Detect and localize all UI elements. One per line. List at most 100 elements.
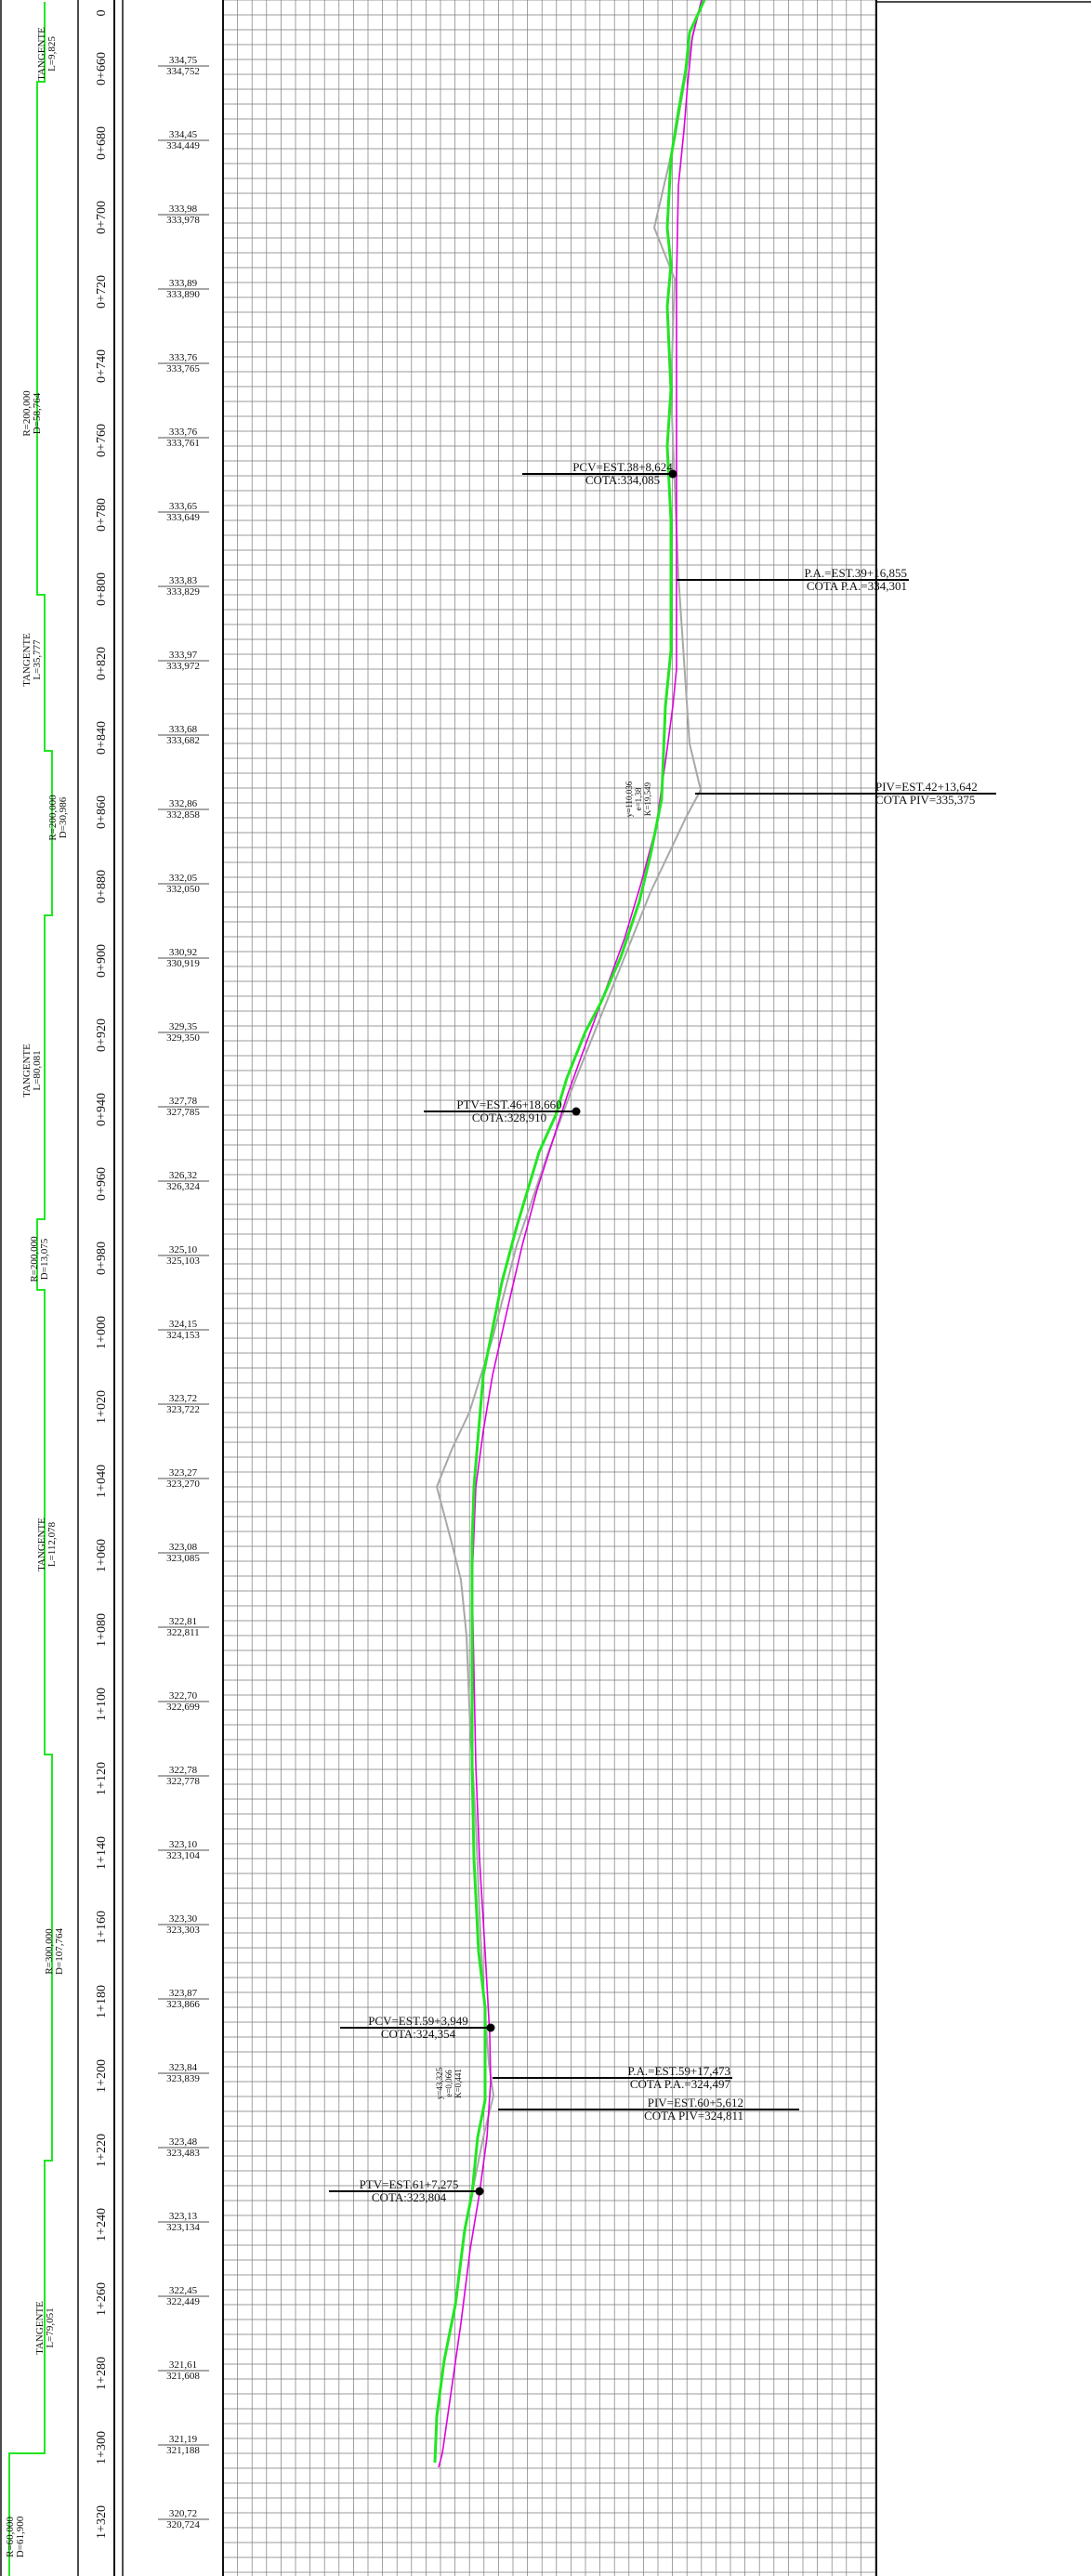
callout-station: PCV=EST.38+8,624 <box>572 460 673 474</box>
elevation-terrain: 323,10 <box>169 1839 198 1850</box>
station-label: 0+880 <box>95 870 109 903</box>
elevation-grade: 325,103 <box>166 1255 200 1267</box>
alignment-element-value: L=79,051 <box>45 2307 56 2347</box>
elevation-terrain: 326,32 <box>169 1170 197 1181</box>
curve-parameter: y=43,325 <box>435 2067 444 2099</box>
elevation-grade: 322,699 <box>166 1702 200 1713</box>
callout-station: P.A.=EST.59+17,473 <box>628 2064 731 2078</box>
station-label: 0+960 <box>95 1167 109 1201</box>
station-label: 1+220 <box>95 2134 109 2167</box>
elevation-grade: 323,483 <box>166 2148 200 2159</box>
elevation-grade: 333,972 <box>166 661 200 672</box>
station-label: 1+260 <box>95 2282 109 2316</box>
station-label: 0+820 <box>95 647 109 680</box>
station-label: 1+180 <box>95 1985 109 2018</box>
alignment-element-value: L=80,081 <box>32 1050 43 1090</box>
callout-station: PIV=EST.60+5,612 <box>648 2096 743 2109</box>
station-label: 1+000 <box>95 1316 109 1349</box>
alignment-element-value: D=107,764 <box>54 1928 65 1975</box>
elevation-grade: 323,839 <box>166 2073 200 2084</box>
elevation-grade: 323,134 <box>166 2222 200 2233</box>
elevation-grade: 327,785 <box>166 1107 200 1118</box>
alignment-element-type: TANGENTE <box>36 1518 47 1571</box>
elevation-grade: 322,449 <box>166 2296 200 2307</box>
station-label: 0+760 <box>95 424 109 457</box>
elevation-grade: 333,978 <box>166 215 200 226</box>
station-label: 1+060 <box>95 1539 109 1572</box>
elevation-grade: 333,761 <box>166 438 200 449</box>
elevation-grade: 333,765 <box>166 363 200 375</box>
elevation-terrain: 333,89 <box>169 278 198 289</box>
elevation-grade: 333,829 <box>166 586 200 598</box>
elevation-terrain: 323,08 <box>169 1542 198 1553</box>
callout-elevation: COTA PIV=324,811 <box>644 2109 743 2123</box>
curve-parameter: e=0,066 <box>444 2070 453 2097</box>
alignment-element-type: TANGENTE <box>21 1044 33 1097</box>
station-label: 0+800 <box>95 572 109 606</box>
curve-point-marker <box>668 469 677 479</box>
station-label: 1+120 <box>95 1762 109 1795</box>
station-label: 1+160 <box>95 1911 109 1944</box>
elevation-grade: 323,270 <box>166 1479 200 1490</box>
station-label: 0+680 <box>95 126 109 160</box>
elevation-terrain: 333,68 <box>169 724 198 735</box>
station-label: 0+920 <box>95 1019 109 1052</box>
station-label: 0+720 <box>95 275 109 309</box>
elevation-grade: 330,919 <box>166 958 200 969</box>
elevation-grade: 321,608 <box>166 2371 200 2382</box>
elevation-terrain: 323,48 <box>169 2136 198 2148</box>
station-label: 0+940 <box>95 1093 109 1126</box>
elevation-terrain: 330,92 <box>169 947 197 958</box>
elevation-terrain: 333,76 <box>169 427 198 438</box>
elevation-terrain: 333,65 <box>169 501 198 512</box>
callout-elevation: COTA:324,354 <box>381 2027 456 2041</box>
alignment-element-value: L=9,825 <box>46 36 58 72</box>
curve-point-marker <box>572 1107 581 1116</box>
callout-elevation: COTA P.A.=334,301 <box>807 579 907 593</box>
station-label: 0+700 <box>95 201 109 234</box>
alignment-element-type: TANGENTE <box>34 2301 46 2355</box>
curve-parameter: y=110,036 <box>624 781 634 817</box>
elevation-terrain: 333,83 <box>169 575 198 586</box>
station-label: 0+860 <box>95 795 109 829</box>
alignment-element-type: R=200,000 <box>21 390 33 437</box>
horizontal-alignment-strip <box>8 2 53 2576</box>
station-label: 1+240 <box>95 2208 109 2241</box>
station-label: 0+740 <box>95 349 109 383</box>
terrain-profile-line <box>433 0 706 2464</box>
alignment-element-type: TANGENTE <box>36 27 47 81</box>
station-column: 0 0+660 0+680 0+700 0+720 0+740 0+760 0+780 0+80… <box>95 10 109 2539</box>
station-label: 1+140 <box>95 1836 109 1870</box>
callout-station: PIV=EST.42+13,642 <box>875 780 978 794</box>
station-label: 1+300 <box>95 2431 109 2464</box>
elevation-grade: 323,303 <box>166 1925 200 1936</box>
callout-station: PCV=EST.59+3,949 <box>368 2014 468 2028</box>
curve-point-marker <box>475 2187 484 2196</box>
elevation-terrain: 332,86 <box>169 798 198 809</box>
elevation-grade: 333,682 <box>166 735 200 746</box>
station-label: 1+320 <box>95 2505 109 2539</box>
elevation-terrain: 333,97 <box>169 650 198 661</box>
station-label: 0+780 <box>95 498 109 532</box>
curve-parameter: e=1,38 <box>634 787 643 810</box>
alignment-element-value: D=61,900 <box>15 2516 26 2557</box>
elevation-terrain: 322,45 <box>169 2285 198 2296</box>
station-label: 0+900 <box>95 944 109 978</box>
alignment-element-type: TANGENTE <box>21 633 33 687</box>
alignment-element-type: R=60,000 <box>5 2517 16 2557</box>
elevation-terrain: 325,10 <box>169 1244 198 1255</box>
elevation-terrain: 323,13 <box>169 2211 198 2222</box>
alignment-element-value: D=58,764 <box>32 392 43 434</box>
callout-station: P.A.=EST.39+16,855 <box>805 566 908 580</box>
alignment-element-type: R=200,000 <box>47 795 59 841</box>
elevation-grade: 320,724 <box>166 2519 200 2530</box>
elevation-terrain: 321,19 <box>169 2434 198 2445</box>
callout-station: PTV=EST.46+18,660 <box>456 1097 561 1111</box>
elevation-terrain: 329,35 <box>169 1021 198 1032</box>
elevation-grade: 322,811 <box>166 1627 199 1638</box>
